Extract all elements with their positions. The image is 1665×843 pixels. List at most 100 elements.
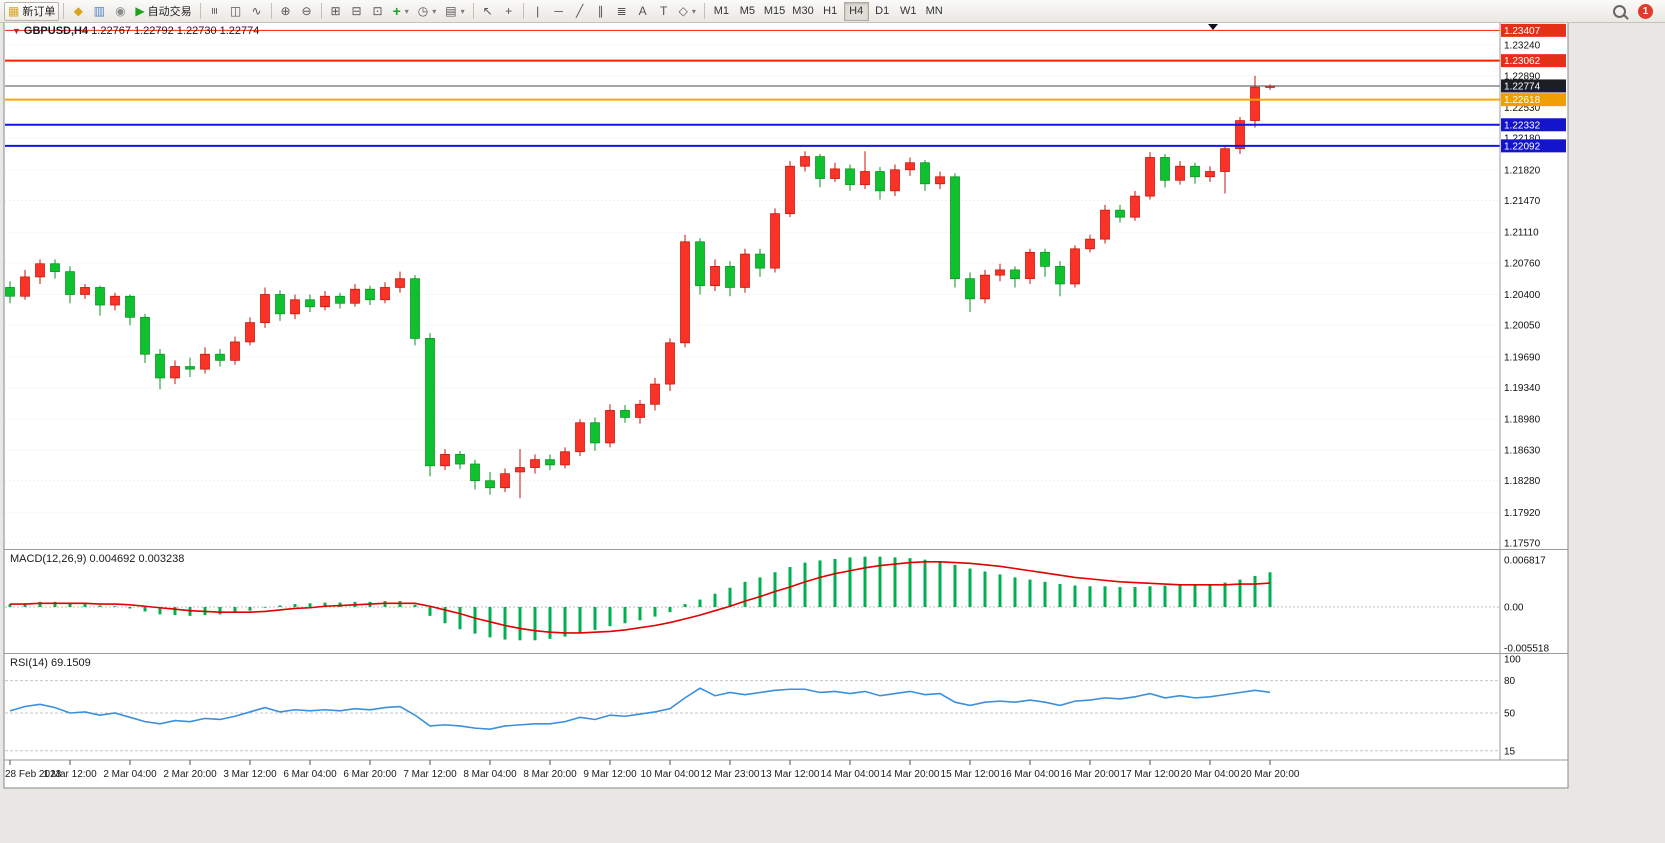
tile-windows-button[interactable]: ⊞ [326,2,346,21]
svg-text:14 Mar 04:00: 14 Mar 04:00 [821,769,880,780]
bar-chart-button[interactable]: ≡ [205,2,225,21]
svg-text:3 Mar 12:00: 3 Mar 12:00 [223,769,277,780]
macd-name: MACD(12,26,9) [10,553,87,565]
data-window-button[interactable]: ◉ [110,2,130,21]
svg-text:1.21470: 1.21470 [1504,196,1541,207]
rsi-value: 69.1509 [50,657,91,669]
new-chart-button[interactable]: ◆ [68,2,88,21]
price-badge [1501,79,1566,93]
chart-shift-button[interactable]: ⊡ [368,2,388,21]
timeframe-M15-button[interactable]: M15 [761,2,788,21]
trendline-button[interactable]: ╱ [570,2,590,21]
timeframe-W1-button[interactable]: W1 [896,2,921,21]
svg-text:28 Feb 2023: 28 Feb 2023 [5,769,62,780]
price-badge [1501,139,1566,153]
notification-badge[interactable]: 1 [1638,3,1653,19]
chevron-down-icon: ▾ [460,6,465,16]
timeframe-H4-button[interactable]: H4 [843,1,869,21]
svg-text:100: 100 [1504,655,1521,666]
template-button[interactable]: ▤ ▾ [441,2,468,21]
line-chart-button[interactable]: ∿ [247,2,267,21]
auto-trading-button[interactable]: ▶ 自动交易 [131,2,195,21]
text-tool-button[interactable]: A [633,2,653,21]
macd-signal-line [10,561,1271,634]
macd-panel: 0.006817 0.00 -0.005518 [5,556,1549,655]
svg-text:1.22092: 1.22092 [1504,141,1541,152]
toolbar: ▦ 新订单 ◆ ▥ ◉ ▶ 自动交易 ≡ ◫ ∿ ⊕ ⊖ ⊞ ⊟ ⊡ + ▾ [0,0,1665,23]
svg-text:16 Mar 20:00: 16 Mar 20:00 [1061,769,1120,780]
svg-text:13 Mar 12:00: 13 Mar 12:00 [761,769,820,780]
price-badge [1501,93,1566,107]
arrange-windows-button[interactable]: ⊟ [347,2,367,21]
rsi-name: RSI(14) [10,657,48,669]
svg-text:1.20400: 1.20400 [1504,290,1541,301]
shapes-button[interactable]: ◇ ▾ [675,2,700,21]
search-button[interactable] [1609,2,1630,21]
vertical-line-button[interactable]: | [528,2,548,21]
main-chart-plot[interactable] [5,22,1500,548]
svg-text:2 Mar 20:00: 2 Mar 20:00 [163,769,217,780]
symbol-period-label: GBPUSD,H4 [23,25,89,37]
crosshair-icon: + [505,4,513,18]
timeframe-D1-button[interactable]: D1 [870,2,895,21]
svg-text:1.21110: 1.21110 [1504,228,1539,239]
svg-text:1.22180: 1.22180 [1504,134,1541,145]
candles-series [5,75,1275,499]
svg-text:1.22890: 1.22890 [1504,71,1541,82]
add-indicator-button[interactable]: + ▾ [389,2,413,21]
new-order-button[interactable]: ▦ 新订单 [4,1,60,21]
svg-text:1.23407: 1.23407 [1504,26,1541,37]
candlestick-chart-icon: ◫ [229,4,242,18]
auto-trading-icon: ▶ [135,4,145,18]
channel-icon: ∥ [597,4,604,18]
chevron-down-icon: ▾ [691,6,696,16]
crosshair-button[interactable]: + [499,2,519,21]
toolbar-separator [199,3,201,19]
timeframe-M5-button[interactable]: M5 [735,2,760,21]
fibonacci-button[interactable]: ≣ [612,2,632,21]
toolbar-separator [320,3,322,19]
zoom-in-icon: ⊕ [280,4,291,18]
svg-text:1.17570: 1.17570 [1504,539,1541,550]
svg-text:20 Mar 04:00: 20 Mar 04:00 [1181,769,1240,780]
candlestick-chart-button[interactable]: ◫ [226,2,246,21]
profiles-button[interactable]: ▥ [89,2,109,21]
text-tool-icon: A [638,4,647,18]
chart-shift-icon: ⊡ [372,4,383,18]
cursor-button[interactable]: ↖ [478,2,498,21]
zoom-out-button[interactable]: ⊖ [297,2,317,21]
label-tool-button[interactable]: T [654,2,674,21]
zoom-in-button[interactable]: ⊕ [276,2,296,21]
fibonacci-icon: ≣ [616,4,627,18]
svg-text:1.23062: 1.23062 [1504,56,1541,67]
timeframe-H1-button[interactable]: H1 [818,2,843,21]
toolbar-right-group: 1 [1609,2,1653,21]
rsi-panel: 100 80 50 15 [5,655,1521,757]
toolbar-separator [703,3,705,19]
timeframe-group: M1 M5 M15 M30 H1 H4 D1 W1 MN [709,1,947,21]
timeframe-MN-button[interactable]: MN [922,2,947,21]
line-chart-icon: ∿ [251,4,262,18]
horizontal-line-icon: ─ [554,4,563,18]
svg-text:8 Mar 04:00: 8 Mar 04:00 [463,769,517,780]
chevron-down-icon: ▾ [432,6,437,16]
chart-shift-marker-icon[interactable] [1208,24,1218,30]
horizontal-line-button[interactable]: ─ [549,2,569,21]
svg-text:7 Mar 12:00: 7 Mar 12:00 [403,769,457,780]
timeframe-M1-button[interactable]: M1 [709,2,734,21]
svg-text:1.18980: 1.18980 [1504,415,1541,426]
new-order-label: 新订单 [22,6,56,18]
chevron-down-icon: ▾ [404,6,409,16]
price-axis[interactable] [1500,22,1568,760]
period-button[interactable]: ◷ ▾ [414,2,441,21]
rsi-label: RSI(14) 69.1509 [10,657,91,669]
svg-text:0.006817: 0.006817 [1504,556,1546,567]
vertical-line-icon: | [536,4,540,18]
timeframe-M30-button[interactable]: M30 [789,2,816,21]
svg-text:9 Mar 12:00: 9 Mar 12:00 [583,769,637,780]
svg-text:1.18630: 1.18630 [1504,445,1541,456]
channel-button[interactable]: ∥ [591,2,611,21]
macd-value: 0.004692 [89,553,136,565]
